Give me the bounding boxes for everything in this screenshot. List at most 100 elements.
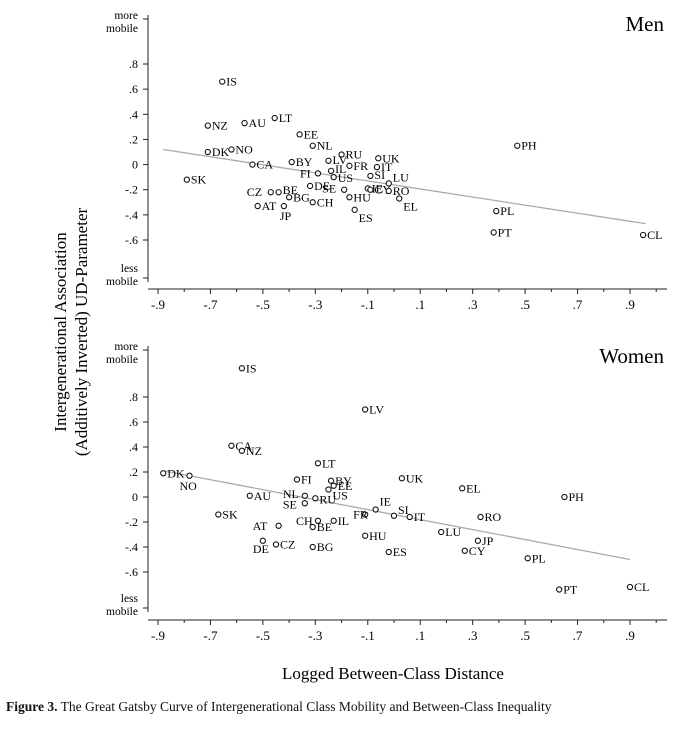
point-label: CH (296, 514, 313, 528)
point-label: IS (226, 75, 237, 89)
data-point (477, 513, 484, 521)
data-point (204, 122, 211, 129)
x-tick-label: -.9 (151, 297, 165, 312)
data-point (271, 114, 278, 122)
point-label: ES (359, 211, 373, 225)
point-label: EE (338, 479, 353, 493)
data-point (639, 231, 647, 239)
point-label: DK (167, 466, 185, 480)
point-label: CZ (280, 538, 295, 552)
point-label: EE (304, 127, 319, 141)
point-label: NZ (246, 444, 262, 458)
point-label: NO (179, 479, 197, 493)
y-tick-label: .8 (129, 57, 138, 71)
data-point (249, 161, 256, 168)
point-label: DK (212, 145, 230, 159)
point-label: CL (634, 580, 649, 594)
y-bottom-annotation: less (121, 593, 139, 605)
y-tick-label: .8 (129, 390, 138, 404)
point-label: PL (500, 204, 514, 218)
point-label: EL (403, 200, 418, 214)
y-tick-label: .2 (129, 465, 138, 479)
point-label: SK (222, 508, 238, 522)
data-point (186, 472, 193, 479)
data-point (327, 167, 335, 175)
data-point (367, 172, 374, 180)
data-point (390, 512, 398, 519)
x-tick-label: .9 (625, 628, 635, 643)
point-label: CY (469, 544, 486, 558)
data-point (272, 541, 280, 548)
y-tick-label: -.2 (125, 515, 138, 529)
data-point (309, 142, 316, 149)
point-label: BG (293, 190, 310, 204)
y-top-annotation: mobile (106, 23, 138, 35)
data-point (362, 532, 369, 539)
point-label: AU (249, 116, 267, 130)
point-label: JP (280, 209, 292, 223)
data-point (461, 547, 468, 554)
point-label: AT (262, 199, 277, 213)
panel-title: Men (626, 12, 665, 36)
x-tick-label: .1 (415, 297, 425, 312)
y-tick-label: -.2 (125, 183, 138, 197)
x-tick-label: .7 (573, 297, 583, 312)
data-point (254, 202, 261, 210)
point-label: UK (406, 471, 424, 485)
y-top-annotation: more (114, 10, 138, 22)
y-tick-label: -.4 (125, 208, 138, 222)
point-label: RU (346, 148, 363, 162)
data-point (238, 365, 246, 372)
point-label: FR (353, 159, 368, 173)
y-tick-label: 0 (132, 490, 138, 504)
point-label: SI (398, 503, 409, 517)
data-point (238, 447, 246, 454)
point-label: UK (382, 151, 400, 165)
point-label: DE (314, 179, 330, 193)
point-label: FI (300, 166, 311, 180)
data-point (280, 202, 288, 210)
data-point (301, 492, 308, 499)
y-axis-label: Intergenerational Association (Additivel… (51, 208, 91, 457)
point-label: HU (353, 190, 371, 204)
point-label: ES (393, 545, 407, 559)
data-point (375, 155, 382, 162)
y-tick-label: .4 (129, 440, 138, 454)
y-axis-label-line2: (Additively Inverted) UD-Parameter (72, 208, 91, 457)
x-tick-label: .5 (520, 628, 530, 643)
data-point (362, 511, 369, 518)
data-point (259, 537, 267, 544)
point-label: SE (322, 182, 336, 196)
x-tick-label: -.5 (256, 297, 270, 312)
point-label: IL (338, 514, 349, 528)
data-point (626, 583, 634, 591)
data-point (385, 187, 392, 195)
x-tick-label: -.7 (203, 297, 218, 312)
point-label: LU (393, 170, 409, 184)
caption-label: Figure 3. (6, 699, 58, 714)
y-bottom-annotation: mobile (106, 606, 138, 618)
data-point (385, 548, 392, 556)
men-panel: .8.6.4.20-.2-.4-.6moremobilelessmobile-.… (106, 10, 667, 312)
data-point (288, 158, 295, 166)
point-label: LT (279, 111, 293, 125)
point-label: FR (353, 508, 368, 522)
point-label: NZ (212, 119, 228, 133)
x-tick-label: -.1 (361, 628, 375, 643)
data-point (296, 131, 303, 138)
point-label: BE (283, 183, 298, 197)
panel-title: Women (599, 344, 664, 368)
x-axis-label: Logged Between-Class Distance (282, 664, 504, 683)
data-point (438, 528, 445, 536)
data-point (330, 173, 337, 181)
point-label: CL (647, 228, 662, 242)
data-point (362, 406, 369, 413)
point-label: LV (369, 403, 384, 417)
women-panel: .8.6.4.20-.2-.4-.6moremobilelessmobile-.… (106, 341, 667, 643)
figure-caption: Figure 3. The Great Gatsby Curve of Inte… (6, 698, 686, 715)
point-label: RU (319, 492, 336, 506)
data-point (314, 460, 322, 467)
y-tick-label: .6 (129, 415, 138, 429)
data-point (561, 493, 568, 501)
data-point (385, 180, 392, 187)
